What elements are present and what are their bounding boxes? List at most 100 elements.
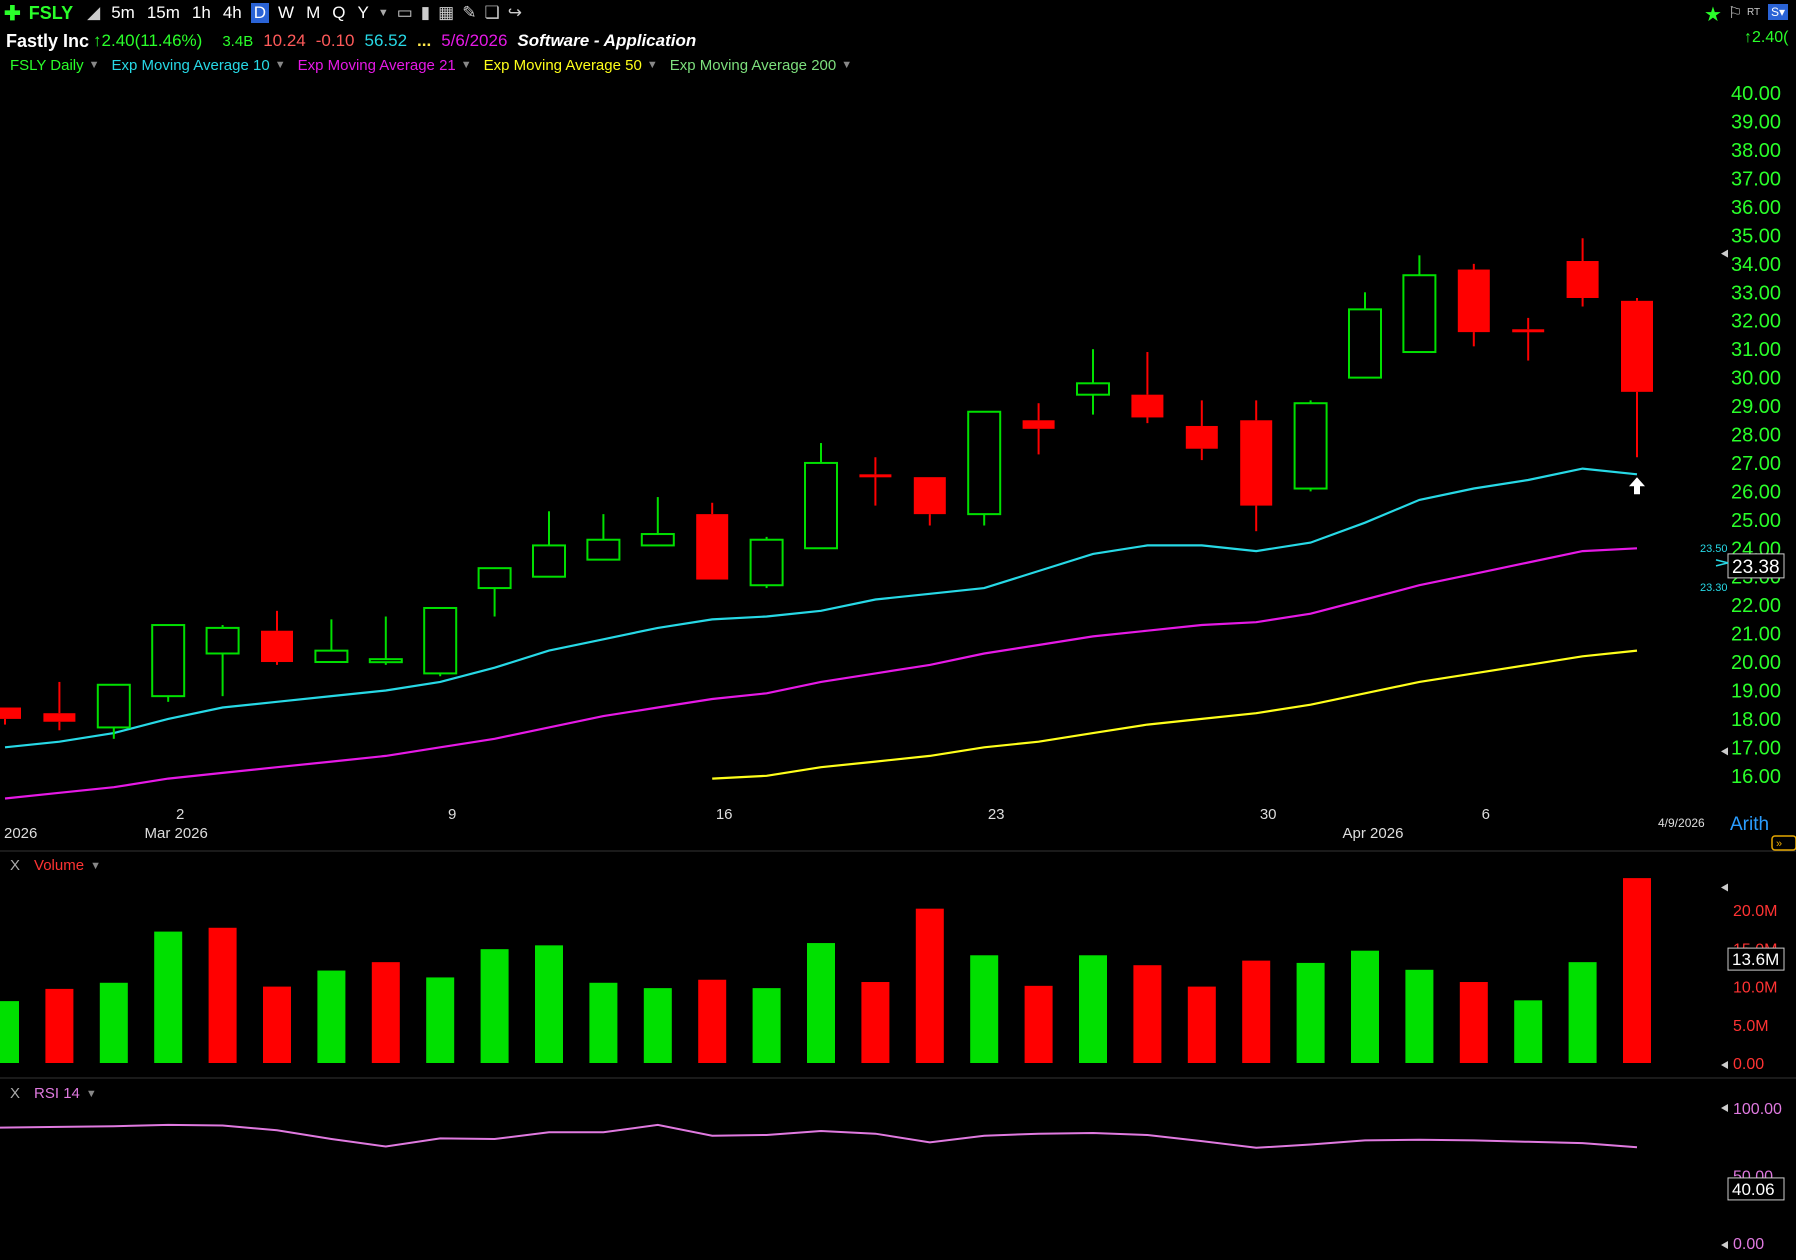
interval-yearly[interactable]: Y: [357, 3, 369, 22]
candle-body-up: [1348, 308, 1382, 379]
study-ema200[interactable]: Exp Moving Average 200: [669, 56, 837, 74]
candle: [967, 410, 1002, 526]
rsi-panel: [0, 1123, 1638, 1149]
volume-bar: [1133, 965, 1162, 1063]
price-tick-label: 37.00: [1731, 169, 1781, 191]
market-cap: 3.4B: [222, 32, 254, 50]
price-change: ↑2.40(11.46%): [93, 31, 203, 50]
ema21-line: [4, 547, 1638, 800]
interval-weekly[interactable]: W: [278, 3, 295, 22]
share-icon[interactable]: ↪: [507, 3, 522, 22]
rsi-label[interactable]: RSI 14: [34, 1085, 80, 1102]
candle: [1457, 263, 1490, 347]
candle: [804, 443, 838, 550]
calculator-icon[interactable]: ▦: [438, 3, 455, 22]
candle-body-down: [261, 630, 293, 663]
study-ema10-dropdown-icon[interactable]: ▼: [274, 59, 286, 71]
quote-ellipsis[interactable]: ...: [417, 31, 432, 50]
study-ema10[interactable]: Exp Moving Average 10: [111, 56, 270, 74]
chart-type-icon[interactable]: ▭: [396, 3, 413, 22]
volume-label[interactable]: Volume: [34, 857, 85, 874]
flag-icon[interactable]: ⚐: [1728, 5, 1743, 22]
price-tick-label: 21.00: [1731, 624, 1781, 646]
candle-body-down: [1022, 420, 1055, 429]
study-daily-dropdown-icon[interactable]: ▼: [88, 59, 100, 71]
rsi-dropdown-icon[interactable]: ▼: [85, 1087, 97, 1100]
price-pointer-icon: [1715, 559, 1729, 567]
candle-body-up: [423, 606, 458, 675]
month-label: Apr 2026: [1343, 825, 1404, 842]
candle-body-up: [749, 538, 784, 587]
study-ema200-dropdown-icon[interactable]: ▼: [841, 59, 853, 71]
candle: [368, 616, 403, 665]
bar-style-icon[interactable]: ▮: [420, 3, 431, 22]
study-ema21[interactable]: Exp Moving Average 21: [297, 56, 456, 74]
signal-up-arrow-icon: [1629, 477, 1645, 495]
study-ema50-dropdown-icon[interactable]: ▼: [646, 59, 658, 71]
volume-last-box: [1727, 947, 1785, 971]
candle-body-down: [1512, 329, 1545, 333]
candle: [749, 536, 784, 589]
axis-marker-icon: [1721, 747, 1728, 756]
settings-icon[interactable]: S▾: [1768, 4, 1789, 20]
interval-daily[interactable]: D: [250, 3, 270, 23]
candle-body-up: [1402, 274, 1437, 354]
right-change-value: ↑2.40(: [1744, 29, 1789, 46]
volume-dropdown-icon[interactable]: ▼: [90, 859, 101, 872]
candle-body-down: [1566, 261, 1599, 298]
price-tick-label: 34.00: [1731, 254, 1781, 276]
symbol-input[interactable]: FSLY: [28, 2, 74, 23]
volume-tick-label: 20.0M: [1733, 903, 1777, 920]
candle: [1402, 255, 1437, 354]
study-daily[interactable]: FSLY Daily: [10, 56, 84, 74]
volume-bar: [1024, 985, 1053, 1063]
rsi-tick-label: 100.00: [1733, 1101, 1782, 1118]
pencil-icon[interactable]: ✎: [462, 3, 477, 22]
scale-label[interactable]: Arith: [1730, 814, 1769, 835]
candle-body-down: [696, 514, 729, 580]
axis-marker-icon: [1721, 1061, 1728, 1069]
industry-label[interactable]: Software - Application: [517, 31, 697, 50]
volume-bar: [371, 962, 400, 1063]
expand-axis-icon[interactable]: [1771, 835, 1796, 851]
candle: [1076, 349, 1110, 415]
realtime-icon[interactable]: RT: [1747, 7, 1761, 18]
candle: [913, 477, 946, 526]
volume-tick-label: 10.0M: [1733, 980, 1777, 997]
candle: [1621, 297, 1653, 458]
quote-value-3: 56.52: [364, 31, 408, 50]
candle: [423, 606, 458, 677]
layers-icon[interactable]: ❏: [484, 3, 500, 22]
volume-bar: [99, 982, 128, 1063]
studies-legend: FSLY Daily ▼ Exp Moving Average 10 ▼ Exp M…: [10, 56, 864, 74]
candle-body-up: [532, 544, 566, 578]
interval-5m[interactable]: 5m: [111, 3, 135, 22]
volume-bar: [535, 945, 563, 1063]
price-tick-label: 26.00: [1731, 481, 1781, 503]
study-ema50[interactable]: Exp Moving Average 50: [483, 56, 642, 74]
interval-15m[interactable]: 15m: [146, 3, 180, 22]
candle: [96, 683, 131, 739]
toolbar: ✚ FSLY ◢ 5m 15m 1h 4h D W M Q Y ▼ ▭ ▮ ▦ …: [0, 0, 1796, 26]
close-rsi-icon[interactable]: X: [10, 1085, 21, 1102]
interval-dropdown-icon[interactable]: ▼: [377, 7, 389, 19]
candle: [1240, 400, 1273, 532]
interval-monthly[interactable]: M: [306, 3, 321, 22]
date-tick-label: 9: [448, 806, 456, 823]
favorite-star-icon[interactable]: ★: [1704, 4, 1722, 26]
interval-4h[interactable]: 4h: [222, 3, 242, 22]
add-symbol-icon[interactable]: ✚: [4, 2, 21, 25]
quote-value-2: -0.10: [315, 31, 355, 50]
interval-1h[interactable]: 1h: [191, 3, 211, 22]
price-tick-label: 40.00: [1731, 83, 1781, 105]
rsi-line: [0, 1123, 1638, 1149]
close-volume-icon[interactable]: X: [10, 857, 21, 874]
volume-bar: [698, 979, 727, 1063]
study-ema21-dropdown-icon[interactable]: ▼: [460, 59, 472, 71]
price-tick-label: 36.00: [1731, 197, 1781, 219]
eraser-icon[interactable]: ◢: [87, 3, 101, 22]
interval-quarterly[interactable]: Q: [332, 3, 346, 22]
candle-body-down: [1131, 394, 1164, 418]
price-tick-label: 18.00: [1731, 709, 1781, 731]
